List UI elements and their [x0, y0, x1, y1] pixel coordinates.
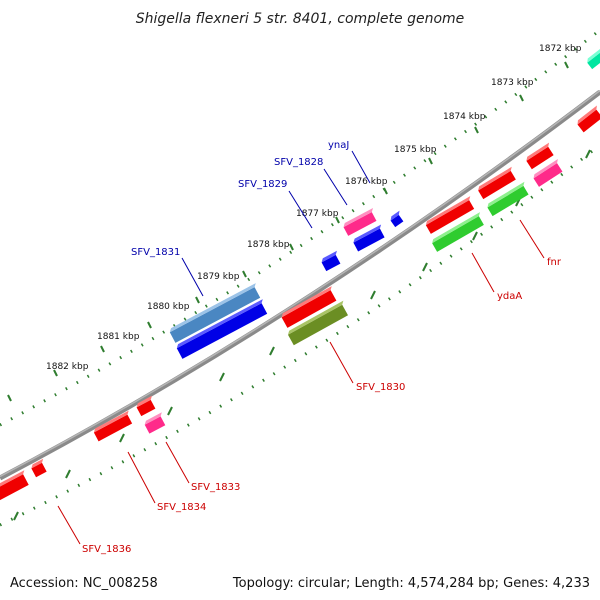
gene-sfv1830[interactable] [287, 300, 351, 346]
genome-summary-text: Topology: circular; Length: 4,574,284 bp… [232, 576, 590, 591]
label-sfv1836[interactable]: SFV_1836 [82, 544, 131, 555]
gene-blue-1828b[interactable] [352, 224, 387, 252]
tick-label-1877: 1877 kbp [296, 209, 339, 219]
genome-backbone-highlight [0, 89, 600, 478]
gene-red-a[interactable] [576, 105, 600, 133]
label-sfv1829[interactable]: SFV_1829 [238, 179, 287, 190]
leader-sfv1836 [57, 505, 81, 545]
label-sfv1831[interactable]: SFV_1831 [131, 247, 180, 258]
gene-red-c[interactable] [477, 166, 519, 200]
gene-sfv1833[interactable] [143, 412, 168, 434]
gene-pink-fnr[interactable] [532, 159, 565, 187]
gene-ynaJ[interactable] [389, 210, 406, 228]
tick-label-1879: 1879 kbp [197, 272, 240, 282]
gene-red-b[interactable] [525, 142, 556, 170]
label-ydaA[interactable]: ydaA [497, 291, 522, 302]
tick-label-1882: 1882 kbp [46, 362, 89, 372]
gene-red-g[interactable] [30, 458, 49, 478]
tick-labels: 1872 kbp 1873 kbp 1874 kbp 1875 kbp 1876… [46, 44, 582, 372]
gene-red-e[interactable] [280, 286, 339, 328]
outer-tick-ring [0, 28, 600, 427]
leader-fnr [519, 219, 545, 259]
label-sfv1833[interactable]: SFV_1833 [191, 482, 240, 493]
tick-label-1872: 1872 kbp [539, 44, 582, 54]
label-sfv1834[interactable]: SFV_1834 [157, 502, 206, 513]
leader-sfv1828 [323, 168, 348, 206]
leader-ynaJ [351, 150, 371, 184]
accession-text: Accession: NC_008258 [10, 576, 158, 591]
tick-label-1878: 1878 kbp [247, 240, 290, 250]
gene-ydaA[interactable] [431, 212, 487, 252]
genome-backbone [0, 90, 600, 481]
gene-red-f[interactable] [135, 395, 158, 417]
gene-sfv1836[interactable] [0, 470, 31, 502]
tick-label-1874: 1874 kbp [443, 112, 486, 122]
label-sfv1828[interactable]: SFV_1828 [274, 157, 323, 168]
leader-sfv1834 [127, 451, 156, 504]
leader-lines [57, 150, 545, 545]
tick-label-1880: 1880 kbp [147, 302, 190, 312]
forward-genes [168, 48, 600, 359]
gene-labels: ynaJ SFV_1828 SFV_1829 SFV_1831 fnr ydaA… [82, 140, 562, 555]
gene-sfv1828[interactable] [342, 208, 379, 236]
tick-label-1875: 1875 kbp [394, 145, 437, 155]
gene-teal[interactable] [585, 48, 600, 70]
gene-sfv1834[interactable] [92, 410, 134, 442]
gene-red-d[interactable] [424, 196, 476, 234]
leader-sfv1831 [181, 257, 204, 297]
tick-label-1876: 1876 kbp [345, 177, 388, 187]
gene-fnr[interactable] [486, 181, 531, 217]
leader-sfv1830 [329, 341, 354, 384]
label-fnr[interactable]: fnr [547, 257, 562, 268]
leader-ydaA [471, 252, 495, 293]
outer-major-ticks [7, 61, 569, 402]
leader-sfv1829 [288, 190, 313, 229]
gene-sfv1829[interactable] [320, 250, 343, 272]
map-title: Shigella flexneri 5 str. 8401, complete … [136, 11, 465, 27]
label-sfv1830[interactable]: SFV_1830 [356, 382, 405, 393]
tick-label-1873: 1873 kbp [491, 78, 534, 88]
gene-blue-1831b[interactable] [175, 299, 269, 359]
label-ynaJ[interactable]: ynaJ [328, 140, 349, 151]
gene-sfv1831[interactable] [168, 283, 262, 343]
reverse-genes [0, 105, 600, 502]
tick-label-1881: 1881 kbp [97, 332, 140, 342]
leader-sfv1833 [165, 441, 190, 484]
